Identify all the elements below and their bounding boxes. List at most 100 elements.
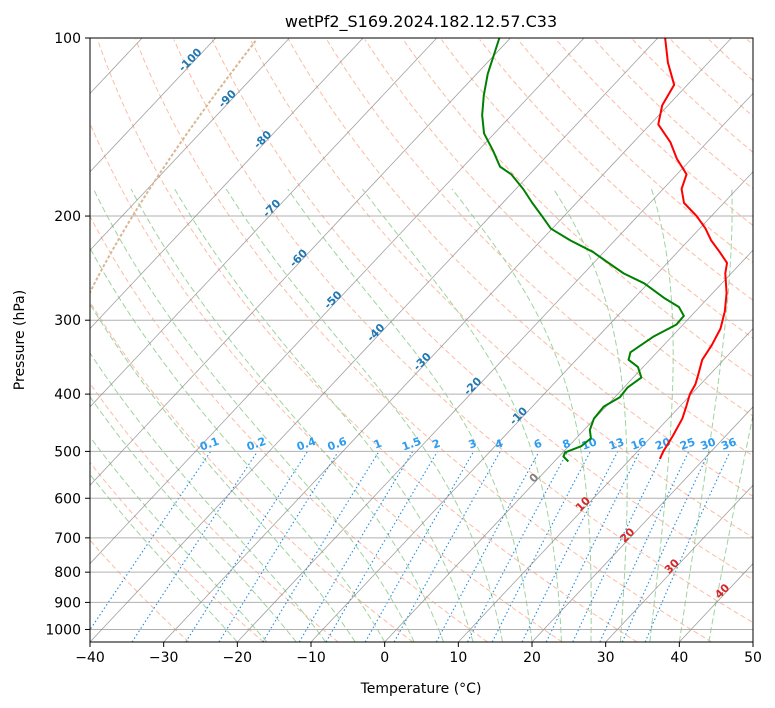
plot-area: -100-90-80-70-60-50-40-30-20-10010203040… — [90, 38, 753, 642]
isotherm-line — [384, 249, 753, 642]
isotherm-line — [458, 327, 753, 642]
mixing-ratio-line — [185, 451, 308, 642]
dry-adiabat-line — [97, 39, 638, 642]
dry-adiabat-line — [90, 300, 414, 642]
isotherms — [90, 38, 753, 642]
mixing-ratio-line — [90, 451, 212, 631]
moist-adiabat-line — [361, 188, 562, 642]
x-tick-label: 30 — [597, 650, 615, 666]
mixing-ratio-line — [435, 451, 540, 642]
mixing-ratio-label: 1 — [372, 437, 384, 452]
mixing-ratio-label: 36 — [719, 435, 738, 453]
y-tick-label: 700 — [54, 531, 81, 547]
x-tick-label: −20 — [223, 650, 253, 666]
mixing-ratio-line — [262, 451, 380, 642]
y-tick-label: 300 — [54, 313, 81, 329]
dry-adiabat-line — [90, 461, 264, 642]
isotherm-line — [163, 38, 732, 642]
isotherm-line — [90, 38, 511, 486]
mixing-ratio-line — [393, 451, 501, 642]
mixing-ratio-label: 0.4 — [295, 435, 318, 454]
mixing-ratio-label: 0.1 — [198, 435, 221, 454]
sounding-series — [481, 38, 729, 463]
mixing-ratio-label: 3 — [467, 437, 479, 452]
moist-adiabat-line — [553, 188, 628, 642]
dry-adiabat-line — [249, 39, 753, 539]
moist-adiabat-line — [90, 436, 268, 642]
moist-adiabat-line — [90, 352, 327, 642]
x-tick-label: 0 — [380, 650, 389, 666]
mixing-ratio-label: 0.6 — [326, 435, 349, 454]
mixing-ratio-label: 4 — [493, 437, 505, 452]
y-axis-label: Pressure (hPa) — [12, 290, 28, 390]
dewpoint-line — [481, 38, 685, 463]
dry-adiabats — [90, 39, 753, 642]
x-tick-label: −10 — [296, 650, 326, 666]
isotherm-line — [90, 38, 290, 251]
x-tick-label: 50 — [744, 650, 762, 666]
y-tick-label: 800 — [54, 565, 81, 581]
dry-adiabat-line — [632, 39, 753, 154]
mixing-ratio-label: 2 — [430, 437, 442, 452]
plot-frame — [89, 37, 754, 643]
mixing-ratio-label: 1.5 — [400, 435, 423, 454]
x-axis-label: Temperature (°C) — [360, 681, 482, 697]
dry-adiabat-line — [364, 39, 753, 417]
mixing-ratio-label: 0.2 — [245, 435, 268, 454]
chart-title: wetPf2_S169.2024.182.12.57.C33 — [285, 12, 557, 32]
y-tick-label: 600 — [54, 491, 81, 507]
mixing-ratio-label: 13 — [607, 435, 626, 452]
dry-adiabat-line — [288, 39, 753, 497]
moist-adiabat-line — [90, 303, 356, 642]
dry-adiabat-line — [90, 539, 190, 642]
mixing-ratio-label: 25 — [678, 435, 697, 452]
mixing-ratio-label: 30 — [699, 435, 718, 453]
y-tick-label: 200 — [54, 209, 81, 225]
isotherm-line — [90, 38, 659, 642]
mixing-ratio-label: 6 — [532, 437, 544, 452]
dry-adiabat-line — [326, 39, 753, 457]
dry-adiabat-line — [517, 39, 753, 264]
x-tick-label: −30 — [149, 650, 179, 666]
isotherm-line — [90, 38, 217, 173]
isotherm-line — [90, 38, 364, 330]
dry-adiabat-line — [555, 39, 753, 227]
isotherm-line — [531, 406, 753, 642]
mixing-ratio-line — [521, 451, 619, 642]
moist-adiabat-line — [90, 247, 386, 642]
isotherm-line — [605, 484, 753, 642]
y-tick-label: 1000 — [45, 622, 81, 638]
isotherm-line — [90, 38, 585, 565]
moist-adiabat-line — [93, 188, 415, 642]
moist-adiabat-line — [649, 188, 674, 642]
dry-adiabat-line — [441, 39, 753, 339]
mixing-ratio-label: 10 — [580, 435, 599, 453]
moist-adiabat-line — [90, 473, 238, 642]
moist-adiabat-line — [174, 188, 474, 642]
x-axis-ticks: −40 −30 −20 −10 0 10 20 30 40 50 — [75, 642, 762, 666]
x-tick-label: 20 — [523, 650, 541, 666]
y-tick-label: 100 — [54, 31, 81, 47]
isotherm-line — [310, 171, 753, 642]
mixing-ratio-line — [621, 451, 710, 642]
x-tick-label: 40 — [670, 650, 688, 666]
y-tick-label: 400 — [54, 387, 81, 403]
moist-adiabat-line — [90, 395, 297, 642]
dry-adiabat-line — [90, 122, 563, 642]
dry-adiabat-line — [479, 39, 753, 301]
mixing-ratio-line — [491, 451, 591, 642]
moist-adiabats — [90, 188, 753, 642]
moist-adiabat-line — [678, 188, 733, 642]
x-tick-label: −40 — [75, 650, 105, 666]
y-tick-label: 500 — [54, 444, 81, 460]
moist-adiabat-line — [287, 188, 533, 642]
y-tick-label: 900 — [54, 595, 81, 611]
x-tick-label: 10 — [449, 650, 467, 666]
dry-adiabat-line — [211, 39, 753, 581]
dry-adiabat-line — [173, 39, 753, 624]
isotherm-line — [237, 92, 753, 642]
mixing-ratio-label: 16 — [629, 435, 648, 453]
temperature-line — [657, 38, 729, 460]
mixing-ratio-label: 20 — [653, 435, 672, 453]
